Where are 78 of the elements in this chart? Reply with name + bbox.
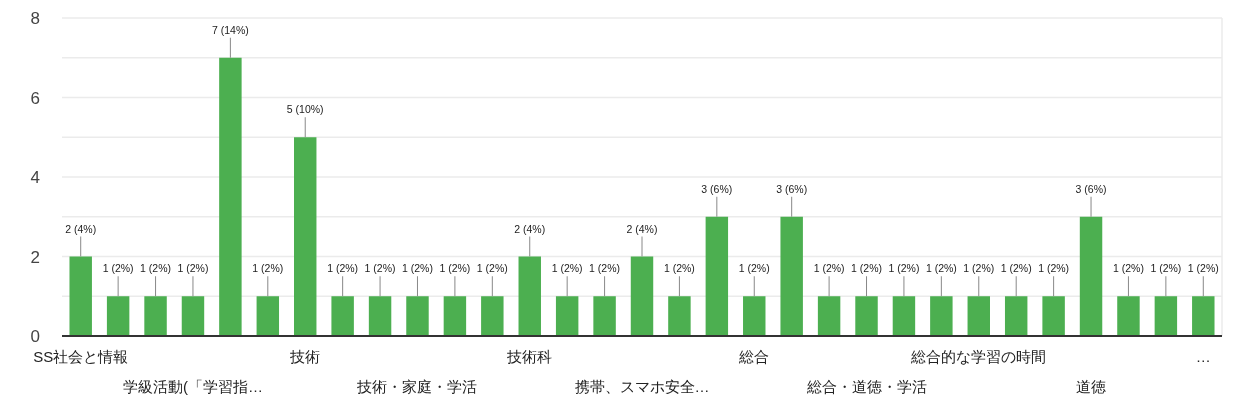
bar xyxy=(668,296,691,336)
x-tick-label: 道徳 xyxy=(1076,378,1107,395)
data-label: 1 (2%) xyxy=(364,262,396,275)
y-tick-label: 4 xyxy=(30,168,40,187)
data-label: 1 (2%) xyxy=(551,262,583,275)
bar xyxy=(518,256,541,336)
data-label: 1 (2%) xyxy=(252,262,284,275)
bar xyxy=(443,296,467,336)
bar xyxy=(368,296,392,336)
bar xyxy=(1117,296,1140,336)
x-tick-label: 技術 xyxy=(289,348,321,365)
data-label: 1 (2%) xyxy=(851,262,882,275)
x-tick-label: 学級活動(「学習指… xyxy=(122,378,263,395)
data-label: 1 (2%) xyxy=(888,262,920,275)
bar xyxy=(593,296,616,336)
bar xyxy=(892,296,916,336)
data-label: 1 (2%) xyxy=(1150,262,1182,275)
data-label: 5 (10%) xyxy=(286,103,324,116)
x-tick-label: 技術科 xyxy=(506,348,553,365)
bar xyxy=(743,296,766,336)
bar xyxy=(331,296,354,336)
bar xyxy=(144,296,167,336)
data-label: 2 (4%) xyxy=(514,222,546,235)
bar xyxy=(406,296,429,336)
x-tick-label: SS社会と情報 xyxy=(33,348,129,365)
bar xyxy=(1192,296,1215,336)
data-label: 3 (6%) xyxy=(776,182,808,195)
bar xyxy=(705,216,729,336)
x-tick-label: 技術・家庭・学活 xyxy=(356,378,478,395)
data-label: 1 (2%) xyxy=(1038,262,1070,275)
bar xyxy=(481,296,504,336)
data-label: 1 (2%) xyxy=(476,262,508,275)
x-tick-label: 総合・道徳・学活 xyxy=(805,378,927,395)
data-label: 1 (2%) xyxy=(140,262,172,275)
bar xyxy=(256,296,280,336)
bar xyxy=(817,296,841,336)
bar xyxy=(967,296,990,336)
data-label: 1 (2%) xyxy=(1000,262,1032,275)
y-tick-label: 6 xyxy=(30,88,40,108)
y-tick-label: 8 xyxy=(30,9,40,28)
bar xyxy=(1042,296,1065,336)
data-label: 3 (6%) xyxy=(701,182,733,195)
x-tick-label: 総合的な学習の時間 xyxy=(910,348,1047,365)
data-label: 1 (2%) xyxy=(1112,262,1144,275)
bar xyxy=(930,296,953,336)
y-tick-label: 2 xyxy=(30,247,40,267)
bar xyxy=(630,256,654,336)
data-label: 1 (2%) xyxy=(439,262,471,275)
data-label: 2 (4%) xyxy=(65,222,97,235)
x-tick-label: … xyxy=(1195,348,1211,365)
data-label: 3 (6%) xyxy=(1075,182,1107,195)
data-label: 1 (2%) xyxy=(402,262,433,275)
data-label: 1 (2%) xyxy=(663,262,695,275)
bar xyxy=(181,296,205,336)
bar xyxy=(1079,216,1103,336)
bar xyxy=(69,256,92,336)
data-label: 1 (2%) xyxy=(1187,262,1219,275)
data-label: 1 (2%) xyxy=(813,262,845,275)
x-tick-label: 携帯、スマホ安全… xyxy=(574,378,710,395)
bar xyxy=(294,137,317,336)
data-label: 1 (2%) xyxy=(327,262,359,275)
data-label: 1 (2%) xyxy=(589,262,621,275)
bar xyxy=(1004,296,1028,336)
data-label: 1 (2%) xyxy=(177,262,209,275)
bar xyxy=(219,57,242,336)
data-label: 7 (14%) xyxy=(212,23,249,36)
bar xyxy=(1154,296,1178,336)
bar xyxy=(106,296,130,336)
data-label: 1 (2%) xyxy=(963,262,995,275)
data-label: 1 (2%) xyxy=(102,262,134,275)
data-label: 1 (2%) xyxy=(738,262,770,275)
bar xyxy=(555,296,579,336)
y-tick-label: 0 xyxy=(30,327,40,346)
bar xyxy=(780,216,803,336)
data-label: 2 (4%) xyxy=(626,222,658,235)
data-label: 1 (2%) xyxy=(925,262,957,275)
bar xyxy=(855,296,878,336)
x-tick-label: 総合 xyxy=(738,348,770,365)
